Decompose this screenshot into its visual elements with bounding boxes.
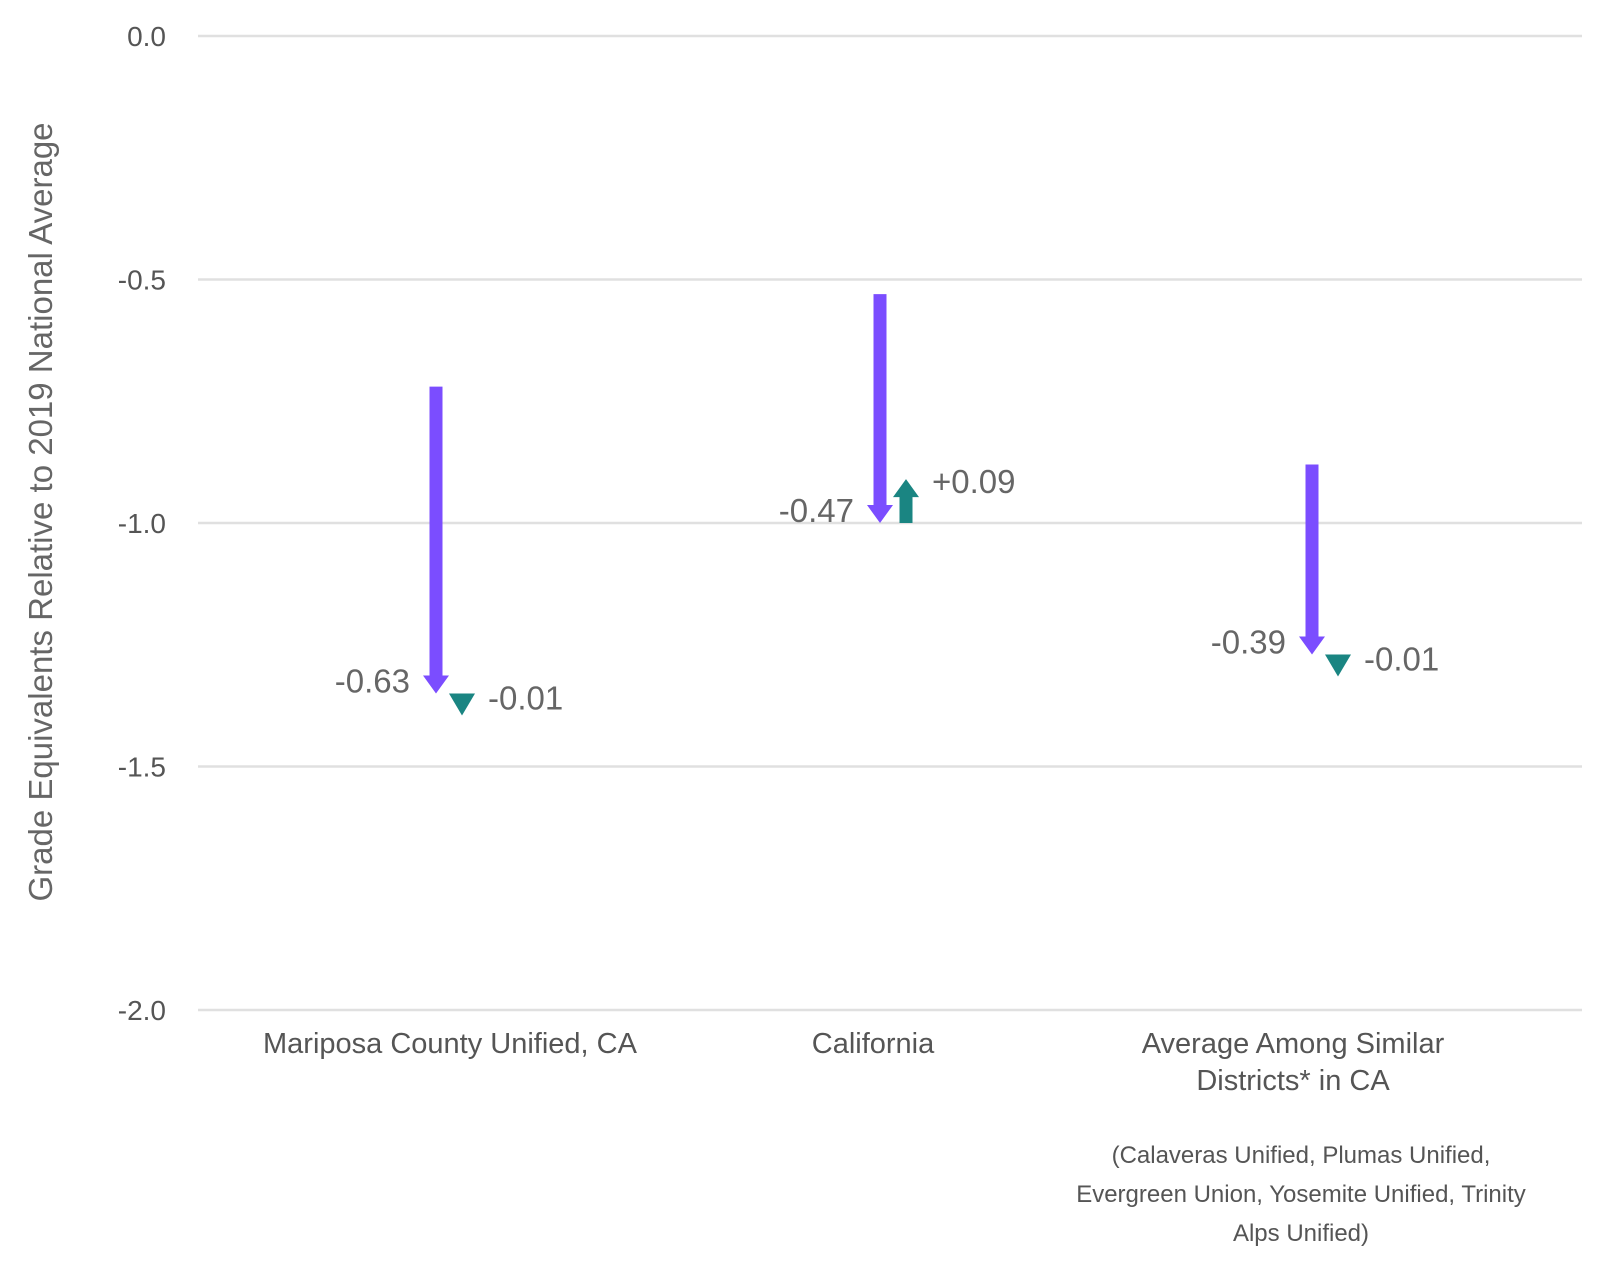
category-label: California bbox=[812, 1028, 935, 1060]
change-label: +0.09 bbox=[932, 463, 1016, 500]
category-label: Districts* in CA bbox=[1196, 1065, 1390, 1097]
decline-label: -0.47 bbox=[779, 492, 854, 529]
y-tick-label: 0.0 bbox=[127, 21, 166, 52]
y-axis-ticks: 0.0 -0.5 -1.0 -1.5 -2.0 bbox=[118, 21, 166, 1026]
decline-arrow bbox=[1299, 464, 1325, 655]
decline-arrow bbox=[423, 386, 449, 694]
y-tick-label: -2.0 bbox=[118, 995, 166, 1026]
change-arrow bbox=[893, 479, 919, 523]
decline-arrow bbox=[867, 294, 893, 523]
x-axis-categories: Mariposa County Unified, CA California Ave… bbox=[263, 1028, 1445, 1097]
y-tick-label: -1.5 bbox=[118, 752, 166, 783]
change-label: -0.01 bbox=[488, 679, 563, 716]
change-arrow bbox=[1325, 654, 1351, 677]
change-arrow bbox=[449, 693, 475, 716]
category-label: Mariposa County Unified, CA bbox=[263, 1028, 638, 1060]
y-axis-title: Grade Equivalents Relative to 2019 Natio… bbox=[22, 122, 59, 901]
footnote: (Calaveras Unified, Plumas Unified, Everg… bbox=[1076, 1142, 1526, 1247]
decline-label: -0.39 bbox=[1211, 623, 1286, 660]
footnote-line: Alps Unified) bbox=[1233, 1220, 1369, 1247]
category-label: Average Among Similar bbox=[1142, 1028, 1445, 1060]
y-tick-label: -1.0 bbox=[118, 508, 166, 539]
arrow-marks: -0.63 -0.01 -0.47 +0.09 -0.39 -0.01 bbox=[335, 294, 1439, 716]
y-tick-label: -0.5 bbox=[118, 265, 166, 296]
gridlines bbox=[198, 34, 1582, 1012]
decline-label: -0.63 bbox=[335, 662, 410, 699]
footnote-line: (Calaveras Unified, Plumas Unified, bbox=[1112, 1142, 1491, 1169]
footnote-line: Evergreen Union, Yosemite Unified, Trini… bbox=[1076, 1181, 1526, 1208]
change-label: -0.01 bbox=[1364, 640, 1439, 677]
